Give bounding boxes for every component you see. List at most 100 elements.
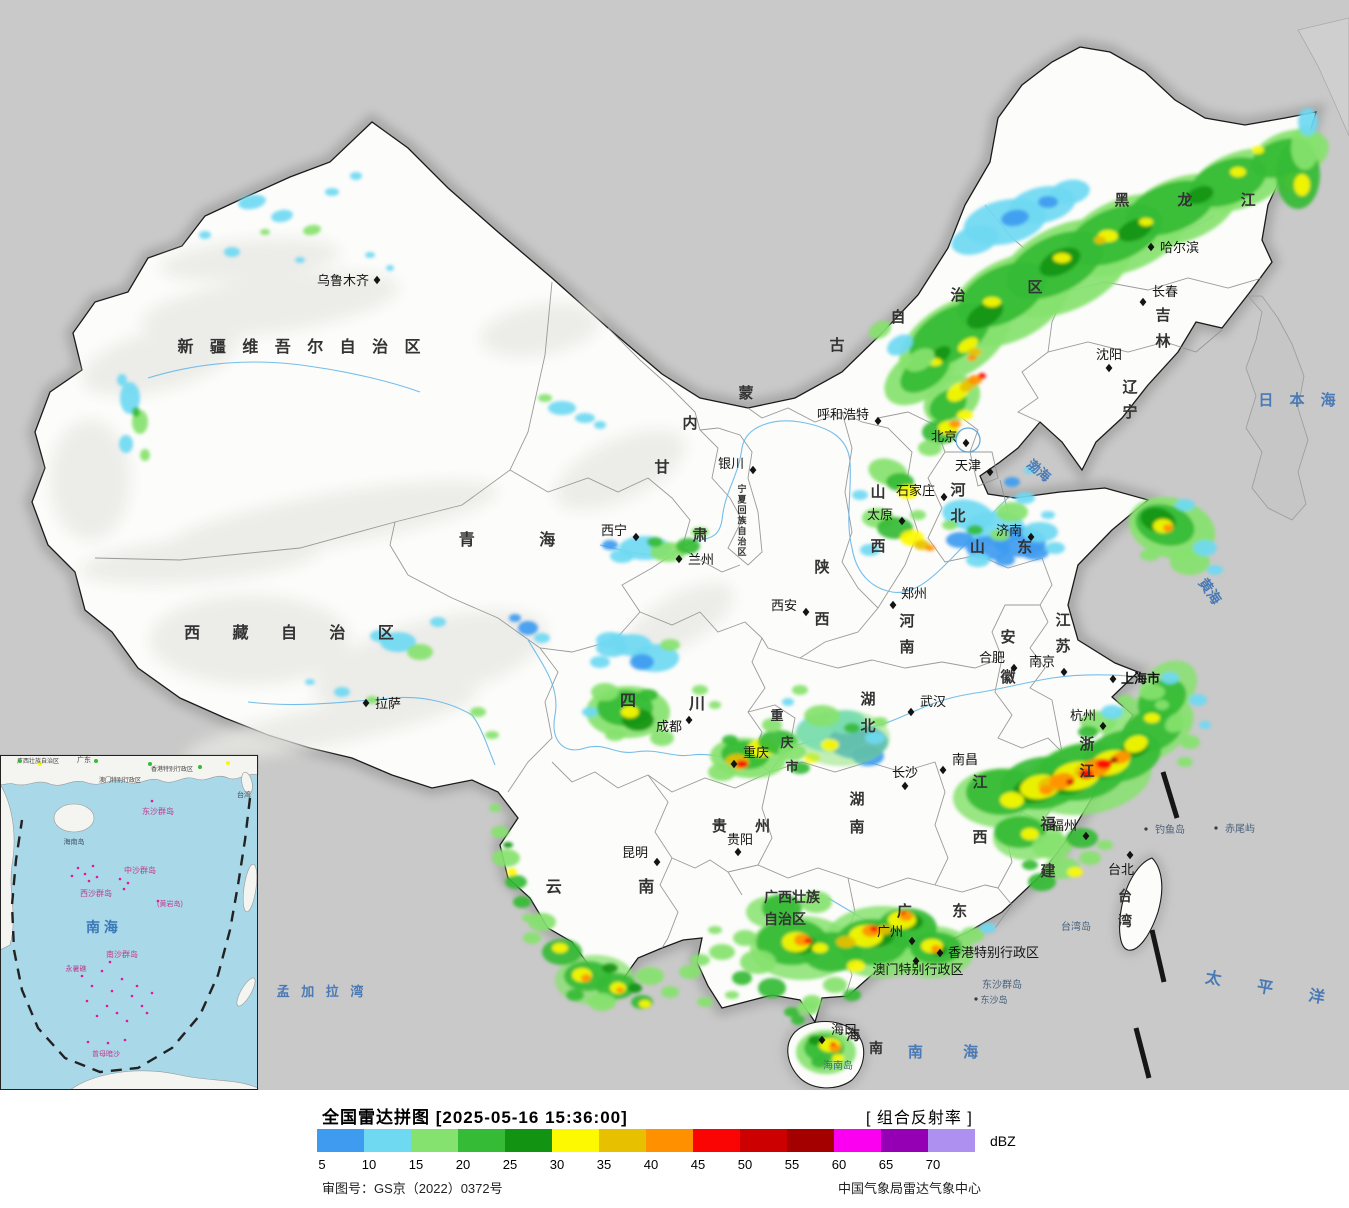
city-label: 太原 — [867, 507, 893, 522]
city-marker — [802, 607, 810, 617]
radar-echo — [832, 1054, 844, 1062]
radar-echo — [119, 435, 133, 453]
inset-echo-dot — [38, 762, 42, 766]
city-label: 长沙 — [892, 765, 918, 780]
province-label: 西 藏 自 治 区 — [184, 623, 408, 642]
radar-echo — [872, 717, 888, 727]
radar-echo — [581, 974, 591, 982]
city-marker — [1082, 831, 1090, 841]
radar-echo — [860, 544, 880, 556]
taiwan-island — [1119, 857, 1163, 951]
island-label: 东沙岛 — [980, 994, 1007, 1005]
radar-echo — [602, 540, 618, 550]
province-label: 河 — [950, 481, 965, 499]
radar-echo — [1004, 477, 1020, 487]
inset-label: 南 海 — [86, 919, 118, 935]
radar-echo — [946, 532, 974, 548]
city-marker — [632, 532, 640, 542]
radar-echo — [1199, 721, 1211, 729]
province-label: 区 — [737, 547, 746, 557]
radar-echo — [843, 989, 861, 1001]
province-label: 辽 — [1122, 379, 1137, 396]
radar-echo — [295, 257, 305, 263]
radar-echo — [1155, 700, 1169, 710]
city-label: 呼和浩特 — [817, 407, 869, 422]
radar-echo — [709, 701, 721, 709]
radar-echo — [690, 954, 710, 966]
province-label: 贵 州 — [712, 817, 782, 835]
radar-echo — [740, 950, 776, 974]
city-label: 广州 — [877, 924, 903, 939]
radar-echo — [852, 490, 868, 500]
reef-marker — [95, 1014, 99, 1018]
radar-echo — [967, 355, 977, 361]
city-marker — [939, 765, 947, 775]
radar-echo — [1230, 167, 1246, 177]
radar-echo — [968, 348, 982, 356]
radar-echo — [1021, 544, 1049, 560]
reef-marker — [125, 1019, 129, 1023]
city-label: 哈尔滨 — [1160, 240, 1199, 255]
reef-marker — [100, 969, 104, 973]
city-marker — [940, 492, 948, 502]
inset-label: 台湾 — [237, 790, 251, 799]
reef-marker — [90, 984, 94, 988]
province-label: 西 — [814, 611, 829, 628]
radar-echo — [995, 554, 1015, 566]
radar-echo — [588, 993, 616, 1011]
city-marker — [1109, 674, 1117, 684]
province-boundaries — [94, 204, 1263, 999]
radar-echo — [513, 896, 531, 908]
province-label: 蒙 — [738, 384, 753, 402]
province-label: 湾 — [1118, 913, 1132, 929]
city-marker — [901, 781, 909, 791]
radar-echo — [590, 656, 610, 668]
reef-marker — [130, 994, 134, 998]
province-label: 青 海 — [459, 530, 585, 549]
radar-echo — [1124, 735, 1148, 753]
province-label: 川 — [688, 696, 705, 713]
radar-echo — [503, 842, 513, 848]
radar-echo — [1110, 757, 1118, 763]
city-marker — [373, 275, 381, 285]
city-marker — [962, 438, 970, 448]
sea-label: 南 海 — [908, 1043, 996, 1061]
radar-echo — [708, 763, 736, 781]
radar-echo — [1028, 873, 1056, 891]
radar-echo — [951, 225, 999, 255]
reef-marker — [87, 879, 91, 883]
province-label: 甘 — [654, 458, 669, 476]
radar-echo — [697, 997, 713, 1007]
province-label: 江 — [1055, 611, 1070, 629]
island-label: 赤尾屿 — [1225, 823, 1255, 835]
reef-marker — [135, 984, 139, 988]
radar-echo — [610, 549, 634, 563]
city-label: 拉萨 — [375, 696, 401, 711]
colorbar-segment — [458, 1129, 505, 1152]
province-label: 台 — [1118, 888, 1132, 904]
city-label: 昆明 — [622, 845, 648, 860]
radar-echo — [485, 731, 499, 739]
inset-label: 中沙群岛 — [124, 865, 156, 875]
legend-panel: 全国雷达拼图 [2025-05-16 15:36:00] [ 组合反射率 ] d… — [0, 1090, 1349, 1208]
reef-marker — [140, 1004, 144, 1008]
radar-echo — [1207, 565, 1223, 575]
city-marker — [749, 465, 757, 475]
province-label: 市 — [785, 759, 798, 774]
radar-echo — [996, 502, 1028, 522]
map-overlays — [955, 427, 1218, 1079]
radar-echo — [1096, 759, 1112, 769]
radar-echo — [528, 913, 556, 931]
city-label: 北京 — [931, 429, 957, 444]
island-label: 台湾岛 — [1061, 920, 1091, 933]
radar-echo — [960, 927, 984, 943]
city-marker — [1105, 363, 1113, 373]
inset-label: 海南岛 — [64, 837, 85, 846]
province-label: 重 — [770, 708, 783, 723]
city-label: 合肥 — [979, 650, 1005, 665]
city-marker — [986, 467, 994, 477]
yarlung-river — [247, 696, 496, 766]
province-label: 自 — [890, 308, 905, 326]
province-label: 云 南 — [546, 877, 690, 896]
radar-echo — [386, 265, 394, 271]
